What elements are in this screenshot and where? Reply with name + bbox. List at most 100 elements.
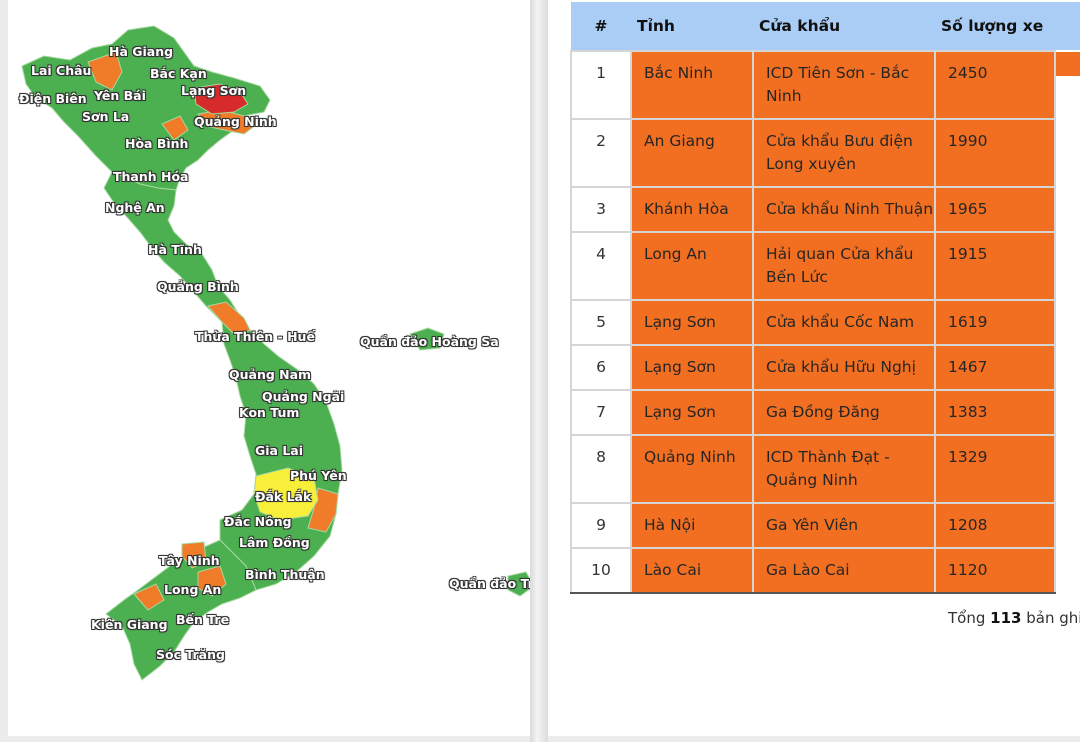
table-row[interactable]: 7 Lạng Sơn Ga Đồng Đăng 1383 xyxy=(570,389,1056,436)
row-vehicles: 1329 xyxy=(934,434,1056,504)
row-gate: ICD Tiên Sơn - Bắc Ninh xyxy=(752,50,936,120)
row-vehicles: 2450 xyxy=(934,50,1056,120)
map-label-thua-thien-hue: Thừa Thiên - Huế xyxy=(195,329,315,344)
map-label-ben-tre: Bến Tre xyxy=(176,612,230,627)
header-gate[interactable]: Cửa khẩu xyxy=(753,2,935,51)
table-row[interactable]: 10 Lào Cai Ga Lào Cai 1120 xyxy=(570,547,1056,594)
map-label-dak-nong: Đắc Nông xyxy=(224,514,292,529)
map-label-dien-bien: Điện Biên xyxy=(19,91,87,106)
row-rank: 8 xyxy=(570,434,632,504)
map-panel: Hà Giang Lai Châu Bắc Kạn Lạng Sơn Yên B… xyxy=(8,0,534,736)
row-rank: 6 xyxy=(570,344,632,391)
map-province-thua-thien-hue[interactable] xyxy=(207,301,251,337)
row-rank: 7 xyxy=(570,389,632,436)
map-region-north[interactable] xyxy=(21,25,271,191)
row-vehicles: 1120 xyxy=(934,547,1056,594)
row-province: Quảng Ninh xyxy=(630,434,754,504)
row-rank: 5 xyxy=(570,299,632,346)
row-gate: Cửa khẩu Cốc Nam xyxy=(752,299,936,346)
map-label-gia-lai: Gia Lai xyxy=(255,443,304,458)
map-province-long-an[interactable] xyxy=(197,565,227,597)
table-row[interactable]: 9 Hà Nội Ga Yên Viên 1208 xyxy=(570,502,1056,549)
map-label-phu-yen: Phú Yên xyxy=(290,468,347,483)
map-label-kien-giang: Kiên Giang xyxy=(91,617,168,632)
row-vehicles: 1990 xyxy=(934,118,1056,188)
table-row[interactable]: 8 Quảng Ninh ICD Thành Đạt - Quảng Ninh … xyxy=(570,434,1056,504)
table-row[interactable]: 6 Lạng Sơn Cửa khẩu Hữu Nghị 1467 xyxy=(570,344,1056,391)
map-label-tay-ninh: Tây Ninh xyxy=(159,553,220,568)
header-rank[interactable]: # xyxy=(571,2,631,51)
row-rank: 9 xyxy=(570,502,632,549)
row-rank: 3 xyxy=(570,186,632,233)
map-province-lang-son[interactable] xyxy=(193,83,249,115)
map-label-truong-sa: Quần đảo Tr xyxy=(449,576,534,591)
map-label-quang-binh: Quảng Bình xyxy=(157,279,239,294)
table-row[interactable]: 2 An Giang Cửa khẩu Bưu điện Long xuyên … xyxy=(570,118,1056,188)
row-vehicles: 1619 xyxy=(934,299,1056,346)
row-rank: 10 xyxy=(570,547,632,594)
map-label-ha-giang: Hà Giang xyxy=(109,44,174,59)
map-label-quang-ngai: Quảng Ngãi xyxy=(262,389,345,404)
map-province-lai-chau[interactable] xyxy=(87,51,123,91)
row-vehicles: 1965 xyxy=(934,186,1056,233)
row-province: Hà Nội xyxy=(630,502,754,549)
map-label-bac-kan: Bắc Kạn xyxy=(150,66,207,81)
table-row[interactable]: 3 Khánh Hòa Cửa khẩu Ninh Thuận 1965 xyxy=(570,186,1056,233)
row-vehicles: 1915 xyxy=(934,231,1056,301)
row-gate: Cửa khẩu Ninh Thuận xyxy=(752,186,936,233)
map-label-soc-trang: Sóc Trăng xyxy=(156,647,225,662)
row-gate: Ga Đồng Đăng xyxy=(752,389,936,436)
row-province: Bắc Ninh xyxy=(630,50,754,120)
map-label-thanh-hoa: Thanh Hóa xyxy=(113,169,189,184)
map-island-hoang-sa[interactable] xyxy=(409,327,445,351)
row-vehicles: 1467 xyxy=(934,344,1056,391)
table-row[interactable]: 4 Long An Hải quan Cửa khẩu Bến Lức 1915 xyxy=(570,231,1056,301)
map-label-lam-dong: Lâm Đồng xyxy=(239,535,310,550)
row-gate: Hải quan Cửa khẩu Bến Lức xyxy=(752,231,936,301)
row-gate: ICD Thành Đạt - Quảng Ninh xyxy=(752,434,936,504)
map-label-yen-bai: Yên Bái xyxy=(94,88,146,103)
table-row[interactable]: 1 Bắc Ninh ICD Tiên Sơn - Bắc Ninh 2450 xyxy=(570,50,1056,120)
table-header-row: # Tỉnh Cửa khẩu Số lượng xe xyxy=(571,2,1055,51)
vietnam-map xyxy=(21,25,530,681)
row-rank: 4 xyxy=(570,231,632,301)
row-vehicles: 1383 xyxy=(934,389,1056,436)
row-gate: Cửa khẩu Bưu điện Long xuyên xyxy=(752,118,936,188)
map-label-ha-tinh: Hà Tĩnh xyxy=(148,242,202,257)
row-province: Khánh Hòa xyxy=(630,186,754,233)
header-province[interactable]: Tỉnh xyxy=(631,2,753,51)
total-count: 113 xyxy=(990,609,1022,627)
row-province: Lạng Sơn xyxy=(630,389,754,436)
row-gate: Cửa khẩu Hữu Nghị xyxy=(752,344,936,391)
row-province: Lào Cai xyxy=(630,547,754,594)
row-rank: 1 xyxy=(570,50,632,120)
map-label-quang-nam: Quảng Nam xyxy=(229,367,312,382)
map-label-lang-son: Lạng Sơn xyxy=(181,83,247,98)
map-label-quang-ninh: Quảng Ninh xyxy=(194,114,277,129)
row-province: Lạng Sơn xyxy=(630,344,754,391)
map-province-tay-ninh[interactable] xyxy=(181,541,207,569)
map-province-an-giang[interactable] xyxy=(133,583,165,611)
total-records: Tổng 113 bản ghi xyxy=(948,609,1080,627)
map-label-kon-tum: Kon Tum xyxy=(239,405,300,420)
map-island-truong-sa[interactable] xyxy=(507,571,530,597)
border-gate-table: # Tỉnh Cửa khẩu Số lượng xe 1 Bắc Ninh I… xyxy=(570,2,1056,594)
table-header-extension xyxy=(1054,2,1080,50)
map-label-hoang-sa: Quần đảo Hoàng Sa xyxy=(360,334,499,349)
map-label-son-la: Sơn La xyxy=(82,109,130,124)
page-divider xyxy=(530,0,548,742)
map-label-nghe-an: Nghệ An xyxy=(105,200,165,215)
row-province: An Giang xyxy=(630,118,754,188)
total-suffix: bản ghi xyxy=(1026,609,1080,627)
row-gate: Ga Lào Cai xyxy=(752,547,936,594)
map-label-dak-lak: Đắk Lắk xyxy=(255,489,312,504)
row-rank: 2 xyxy=(570,118,632,188)
map-province-phu-yen[interactable] xyxy=(307,487,339,533)
map-label-lai-chau: Lai Châu xyxy=(31,63,92,78)
header-vehicles[interactable]: Số lượng xe xyxy=(935,2,1055,51)
map-province-dak-lak[interactable] xyxy=(253,467,319,521)
table-row[interactable]: 5 Lạng Sơn Cửa khẩu Cốc Nam 1619 xyxy=(570,299,1056,346)
map-label-binh-thuan: Bình Thuận xyxy=(245,567,325,582)
map-province-hoa-binh-area[interactable] xyxy=(161,115,189,141)
table-row-extension xyxy=(1054,52,1080,76)
